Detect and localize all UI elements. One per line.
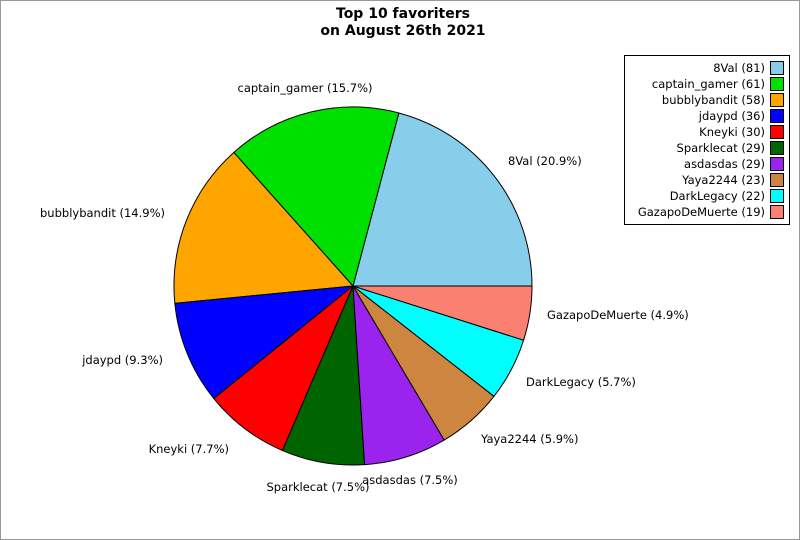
legend-entry-DarkLegacy: DarkLegacy (22) (629, 188, 784, 204)
legend-entry-Sparklecat: Sparklecat (29) (629, 140, 784, 156)
slice-label-DarkLegacy: DarkLegacy (5.7%) (526, 375, 636, 389)
legend-label: 8Val (81) (713, 61, 765, 75)
slice-label-asdasdas: asdasdas (7.5%) (362, 473, 458, 487)
legend-swatch (770, 189, 784, 203)
pie-slice-captain_gamer (233, 106, 400, 287)
legend-swatch (770, 61, 784, 75)
legend-swatch (770, 93, 784, 107)
pie-slice-bubblybandit (173, 151, 354, 304)
slice-label-8Val: 8Val (20.9%) (508, 154, 582, 168)
slice-label-Kneyki: Kneyki (7.7%) (148, 442, 229, 456)
legend-label: Yaya2244 (23) (682, 173, 765, 187)
legend-swatch (770, 141, 784, 155)
legend-label: asdasdas (29) (684, 157, 765, 171)
legend-label: DarkLegacy (22) (669, 189, 765, 203)
legend-entry-Yaya2244: Yaya2244 (23) (629, 172, 784, 188)
slice-label-Sparklecat: Sparklecat (7.5%) (266, 480, 370, 494)
legend-box: 8Val (81) captain_gamer (61) bubblybandit … (624, 55, 790, 225)
slice-label-bubblybandit: bubblybandit (14.9%) (40, 206, 165, 220)
legend-entry-jdaypd: jdaypd (36) (629, 108, 784, 124)
pie-slice-8Val (352, 112, 533, 287)
legend-swatch (770, 77, 784, 91)
legend-entry-bubblybandit: bubblybandit (58) (629, 92, 784, 108)
slice-label-GazapoDeMuerte: GazapoDeMuerte (4.9%) (547, 308, 689, 322)
legend-swatch (770, 173, 784, 187)
chart-title: Top 10 favoriters on August 26th 2021 (1, 6, 799, 40)
chart-title-line2: on August 26th 2021 (320, 23, 486, 39)
legend-label: Kneyki (30) (699, 125, 765, 139)
pie-slice-GazapoDeMuerte (352, 285, 533, 341)
legend-label: Sparklecat (29) (676, 141, 765, 155)
pie-slice-jdaypd (174, 285, 354, 400)
legend-entry-8Val: 8Val (81) (629, 60, 784, 76)
chart-title-line1: Top 10 favoriters (336, 6, 470, 22)
legend-label: GazapoDeMuerte (19) (637, 205, 765, 219)
slice-label-Yaya2244: Yaya2244 (5.9%) (481, 432, 579, 446)
legend-label: jdaypd (36) (698, 109, 765, 123)
legend-swatch (770, 205, 784, 219)
legend-label: captain_gamer (61) (651, 77, 765, 91)
legend-entry-Kneyki: Kneyki (30) (629, 124, 784, 140)
legend-entry-asdasdas: asdasdas (29) (629, 156, 784, 172)
slice-label-captain_gamer: captain_gamer (15.7%) (237, 81, 373, 95)
legend-label: bubblybandit (58) (661, 93, 765, 107)
legend-entry-GazapoDeMuerte: GazapoDeMuerte (19) (629, 204, 784, 220)
legend-entry-captain_gamer: captain_gamer (61) (629, 76, 784, 92)
legend-swatch (770, 125, 784, 139)
legend-swatch (770, 109, 784, 123)
slice-label-jdaypd: jdaypd (9.3%) (82, 353, 163, 367)
legend-swatch (770, 157, 784, 171)
